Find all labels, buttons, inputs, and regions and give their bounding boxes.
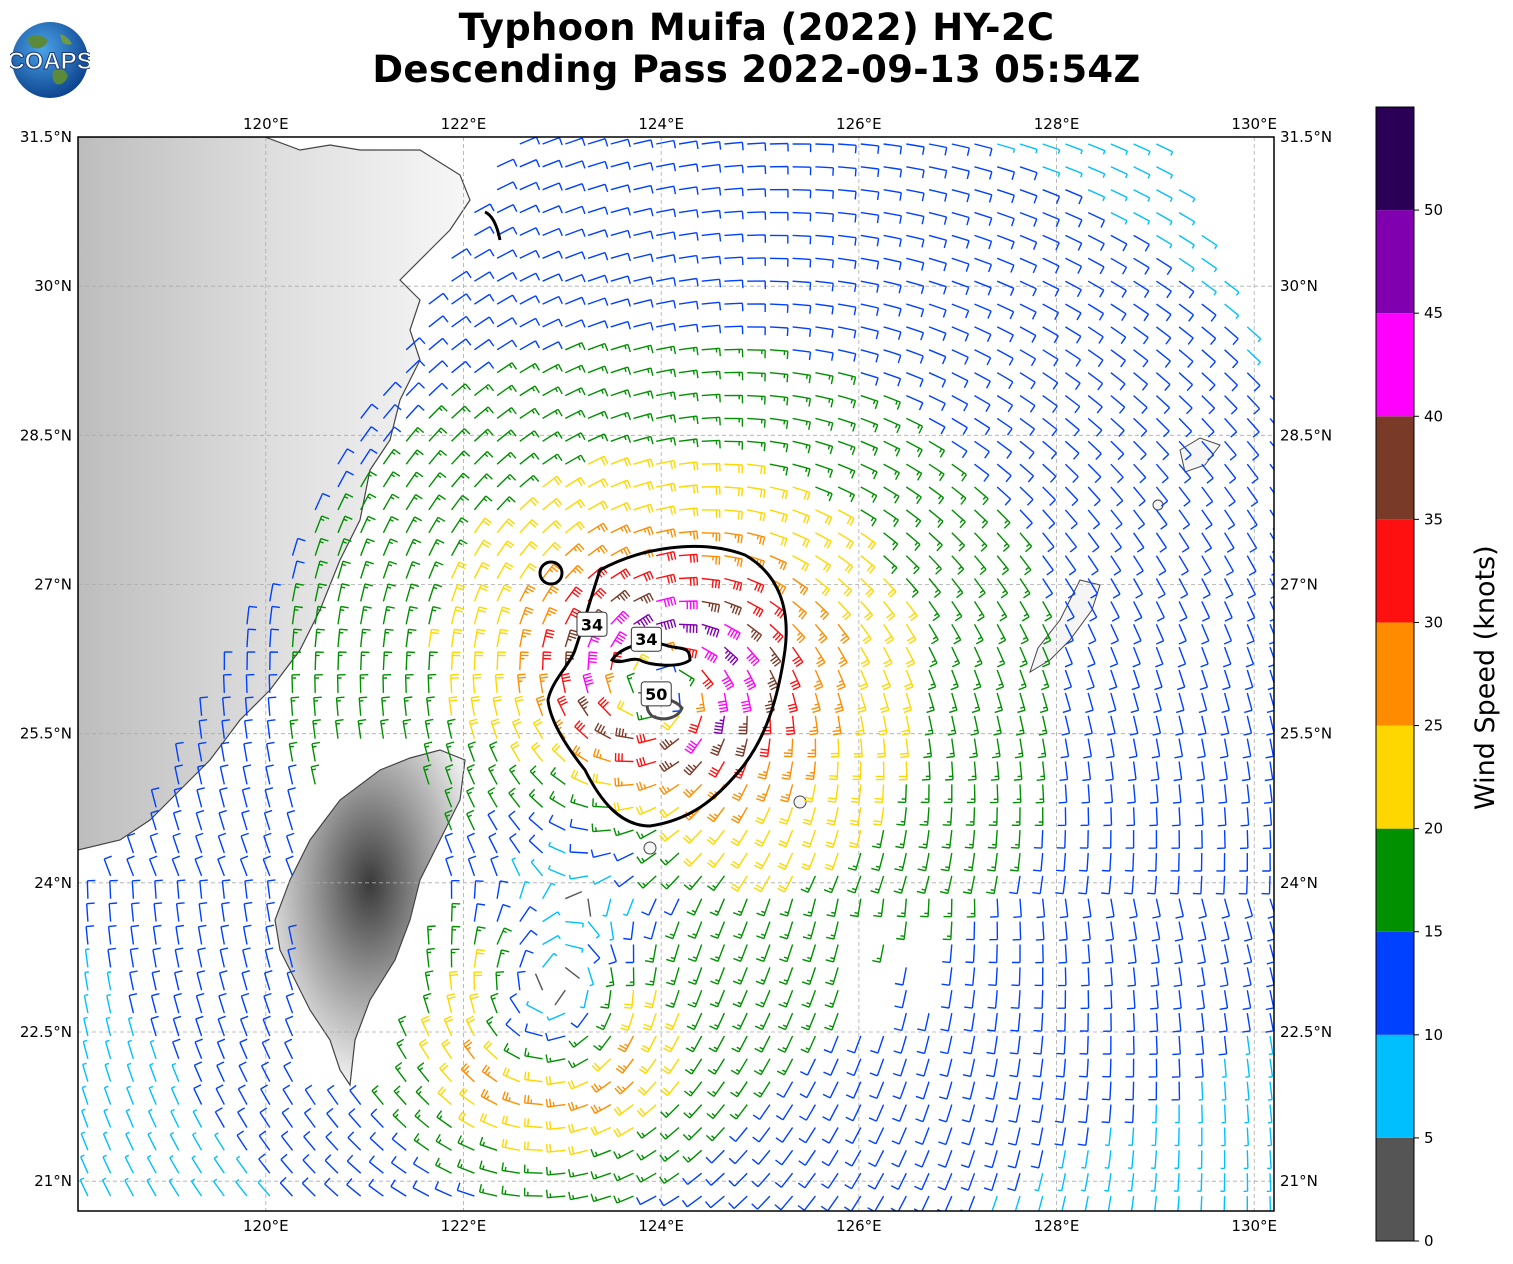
lat-tick-label-right: 25.5°N <box>1280 725 1332 743</box>
colorbar-tick-label: 25 <box>1424 717 1443 735</box>
lon-tick-label-top: 130°E <box>1231 115 1277 133</box>
contour-label-34: 34 <box>631 627 661 651</box>
contour-label-50: 50 <box>641 682 671 706</box>
lat-tick-label-left: 27°N <box>34 576 72 594</box>
lon-tick-label-top: 124°E <box>638 115 684 133</box>
lat-tick-label-left: 30°N <box>34 277 72 295</box>
colorbar-tick-label: 40 <box>1424 407 1443 425</box>
colorbar-tick-label: 0 <box>1424 1232 1434 1250</box>
ishigaki-island <box>644 842 656 854</box>
lat-tick-label-right: 27°N <box>1280 576 1318 594</box>
lon-tick-label-bottom: 120°E <box>243 1217 289 1235</box>
lat-tick-label-left: 24°N <box>34 874 72 892</box>
colorbar-tick-label: 10 <box>1424 1026 1443 1044</box>
lat-tick-label-right: 21°N <box>1280 1172 1318 1190</box>
colorbar-segment <box>1376 107 1414 210</box>
lat-tick-label-right: 28.5°N <box>1280 426 1332 444</box>
colorbar-segment <box>1376 1138 1414 1241</box>
lon-tick-label-top: 128°E <box>1034 115 1080 133</box>
lat-tick-label-left: 21°N <box>34 1172 72 1190</box>
colorbar-tick-label: 30 <box>1424 613 1443 631</box>
contour-label-text: 50 <box>645 685 667 704</box>
colorbar-segment <box>1376 932 1414 1035</box>
colorbar-segment <box>1376 726 1414 829</box>
lat-tick-label-left: 28.5°N <box>20 426 72 444</box>
lat-tick-label-right: 22.5°N <box>1280 1023 1332 1041</box>
colorbar-tick-label: 50 <box>1424 201 1443 219</box>
lon-tick-label-bottom: 126°E <box>836 1217 882 1235</box>
lat-tick-label-left: 31.5°N <box>20 128 72 146</box>
miyako-island <box>794 796 806 808</box>
lat-tick-label-right: 24°N <box>1280 874 1318 892</box>
colorbar-tick-label: 15 <box>1424 923 1443 941</box>
colorbar-label: Wind Speed (knots) <box>1470 780 1501 810</box>
colorbar: 0 5 10 15 20 25 30 35 40 45 50 <box>1376 107 1443 1250</box>
colorbar-tick-label: 20 <box>1424 820 1443 838</box>
colorbar-segment <box>1376 829 1414 932</box>
colorbar-segment <box>1376 519 1414 622</box>
small-island <box>1153 500 1163 510</box>
lat-tick-label-left: 25.5°N <box>20 725 72 743</box>
lat-tick-label-right: 31.5°N <box>1280 128 1332 146</box>
lon-tick-label-bottom: 124°E <box>638 1217 684 1235</box>
lon-tick-label-bottom: 122°E <box>441 1217 487 1235</box>
lon-tick-label-top: 126°E <box>836 115 882 133</box>
colorbar-tick-label: 45 <box>1424 304 1443 322</box>
contour-label-text: 34 <box>635 630 657 649</box>
colorbar-segment <box>1376 313 1414 416</box>
colorbar-tick-label: 35 <box>1424 510 1443 528</box>
colorbar-tick-label: 5 <box>1424 1129 1434 1147</box>
contour-label-text: 34 <box>581 615 603 634</box>
lon-tick-label-bottom: 128°E <box>1034 1217 1080 1235</box>
colorbar-segment <box>1376 622 1414 725</box>
lat-tick-label-right: 30°N <box>1280 277 1318 295</box>
lon-tick-label-bottom: 130°E <box>1231 1217 1277 1235</box>
colorbar-segment <box>1376 416 1414 519</box>
colorbar-segment <box>1376 1035 1414 1138</box>
map-panel: 34 34 50 <box>78 137 1282 1214</box>
lon-tick-label-top: 120°E <box>243 115 289 133</box>
colorbar-segment <box>1376 210 1414 313</box>
contour-label-34: 34 <box>577 612 607 636</box>
lon-tick-label-top: 122°E <box>441 115 487 133</box>
lat-tick-label-left: 22.5°N <box>20 1023 72 1041</box>
